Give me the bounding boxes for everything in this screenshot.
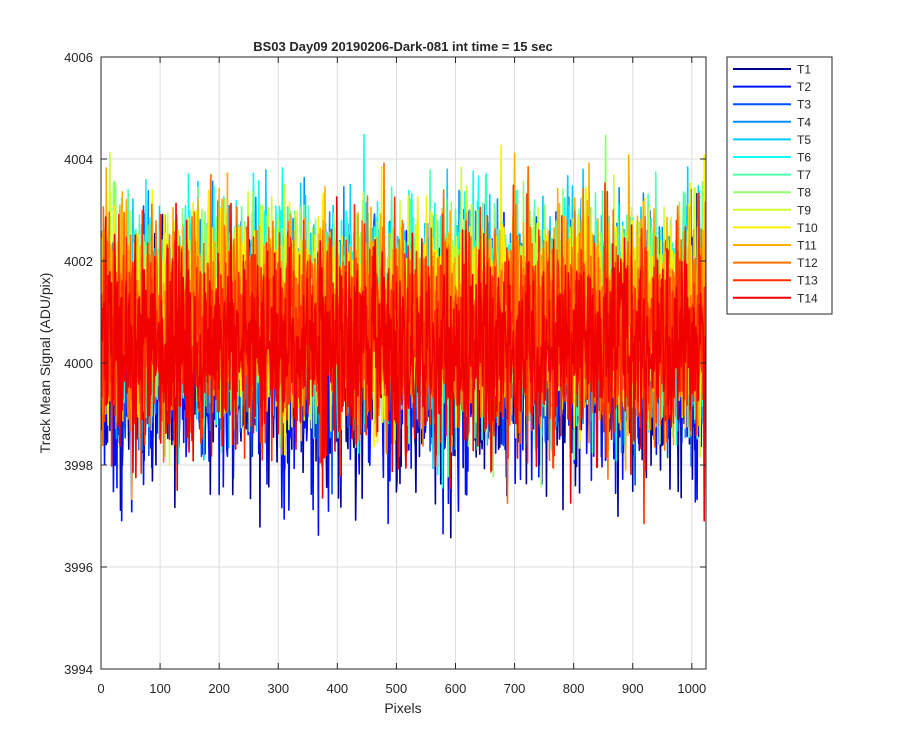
y-tick-label: 4002 <box>64 254 93 269</box>
legend-label-t2: T2 <box>797 80 811 94</box>
legend-label-t10: T10 <box>797 221 818 235</box>
legend-label-t12: T12 <box>797 256 818 270</box>
legend-label-t3: T3 <box>797 98 811 112</box>
series-lines <box>101 133 706 539</box>
legend-label-t11: T11 <box>797 239 817 253</box>
x-tick-label: 0 <box>97 681 104 696</box>
x-tick-label: 600 <box>445 681 467 696</box>
x-tick-label: 700 <box>504 681 526 696</box>
legend-label-t4: T4 <box>797 115 811 129</box>
y-axis-label: Track Mean Signal (ADU/pix) <box>37 273 53 454</box>
x-axis-label: Pixels <box>384 700 421 716</box>
legend-label-t8: T8 <box>797 186 811 200</box>
x-tick-label: 900 <box>622 681 644 696</box>
y-tick-label: 3996 <box>64 560 93 575</box>
x-tick-label: 100 <box>149 681 171 696</box>
legend-label-t5: T5 <box>797 133 811 147</box>
legend-box <box>726 56 833 315</box>
x-tick-label: 300 <box>267 681 289 696</box>
x-tick-label: 200 <box>208 681 230 696</box>
legend-label-t1: T1 <box>797 63 811 77</box>
legend-label-t6: T6 <box>797 151 811 165</box>
x-tick-label: 1000 <box>677 681 706 696</box>
axis-ticks: 0 100 200 300 400 500 600 700 800 900 1000 3994 3996… <box>64 50 706 696</box>
y-tick-label: 3998 <box>64 458 93 473</box>
legend-label-t9: T9 <box>797 203 811 217</box>
chart-title: BS03 Day09 20190206-Dark-081 int time = … <box>253 39 553 54</box>
legend-label-t7: T7 <box>797 168 811 182</box>
legend: T1 T2 T3 T4 T5 T6 T7 T8 T9 T10 T11 T12 T13 T14 <box>726 56 833 315</box>
y-tick-label: 4004 <box>64 152 93 167</box>
x-tick-label: 500 <box>386 681 408 696</box>
y-tick-label: 4000 <box>64 356 93 371</box>
x-tick-label: 800 <box>563 681 585 696</box>
series-line-t14 <box>101 196 706 522</box>
legend-label-t14: T14 <box>797 291 818 305</box>
y-tick-label: 4006 <box>64 50 93 65</box>
y-tick-label: 3994 <box>64 662 93 677</box>
legend-label-t13: T13 <box>797 274 818 288</box>
x-tick-label: 400 <box>326 681 348 696</box>
